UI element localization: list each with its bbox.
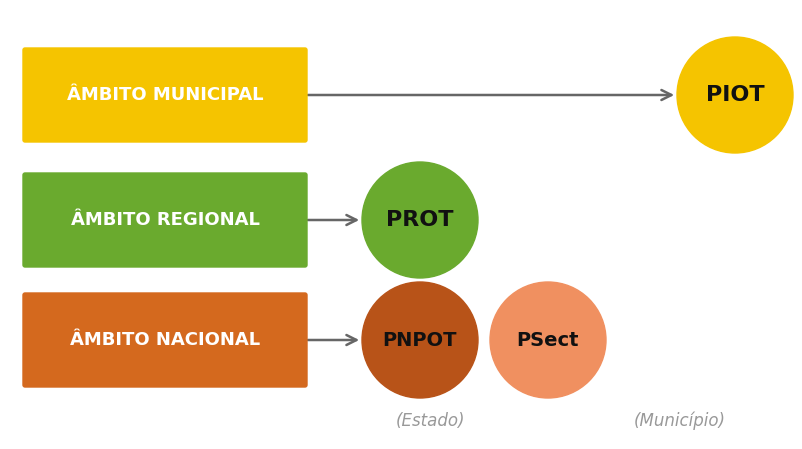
Text: PROT: PROT [387,210,454,230]
Circle shape [362,162,478,278]
FancyBboxPatch shape [22,47,308,143]
FancyBboxPatch shape [22,172,308,268]
Text: (Município): (Município) [634,411,726,430]
Text: PNPOT: PNPOT [383,330,457,349]
Circle shape [362,282,478,398]
Circle shape [490,282,606,398]
Text: ÂMBITO MUNICIPAL: ÂMBITO MUNICIPAL [67,86,263,104]
Text: ÂMBITO REGIONAL: ÂMBITO REGIONAL [71,211,259,229]
Text: PIOT: PIOT [706,85,764,105]
FancyBboxPatch shape [22,292,308,387]
Text: (Estado): (Estado) [395,412,464,430]
Text: PSect: PSect [516,330,579,349]
Circle shape [677,37,793,153]
Text: ÂMBITO NACIONAL: ÂMBITO NACIONAL [70,331,260,349]
